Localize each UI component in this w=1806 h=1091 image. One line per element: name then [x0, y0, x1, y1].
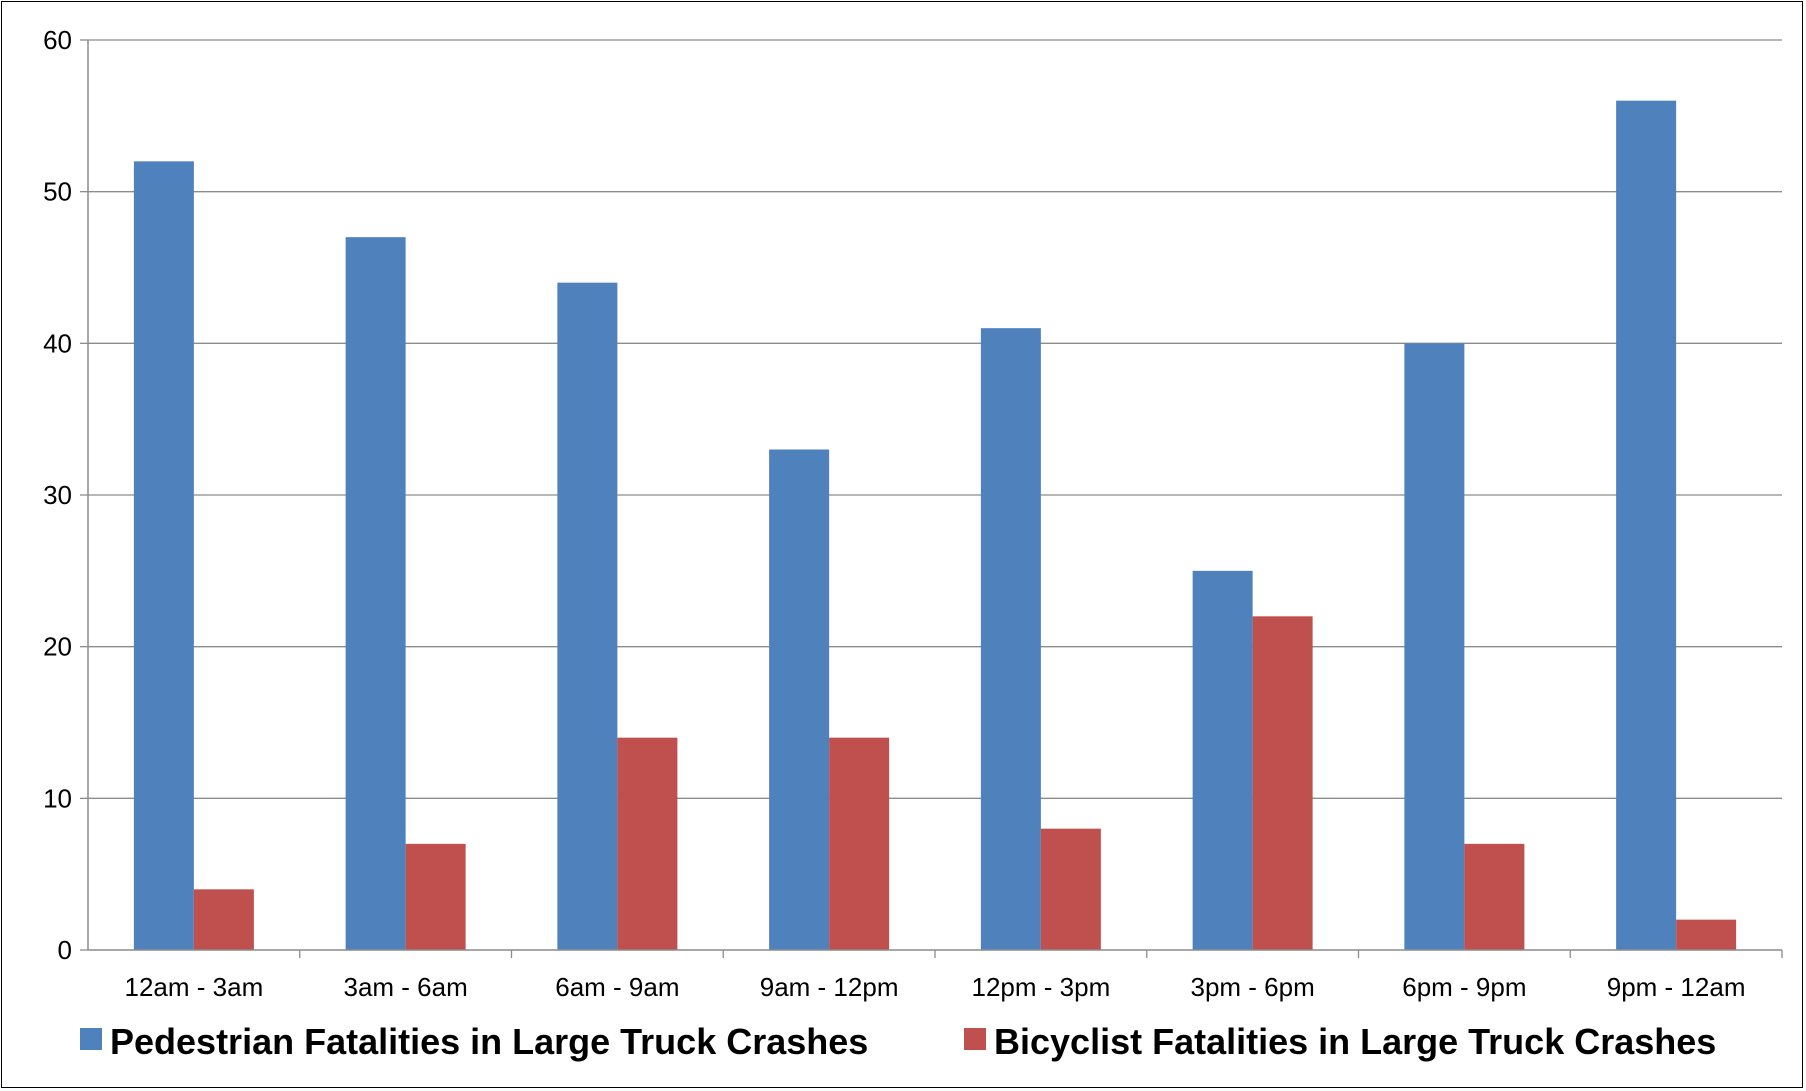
- legend-label-2: Bicyclist Fatalities in Large Truck Cras…: [994, 1021, 1716, 1062]
- y-tick-label: 50: [43, 177, 72, 207]
- pedestrian-bar-5: [980, 328, 1041, 951]
- x-tick-label: 6am - 9am: [555, 972, 679, 1002]
- y-tick-label: 20: [43, 632, 72, 662]
- pedestrian-bar-4: [769, 449, 830, 950]
- legend-label-1: Pedestrian Fatalities in Large Truck Cra…: [110, 1021, 868, 1062]
- y-tick-label: 60: [43, 25, 72, 55]
- x-tick-label: 12pm - 3pm: [972, 972, 1111, 1002]
- bicyclist-bar-1: [193, 889, 254, 950]
- legend-swatch-2: [964, 1028, 986, 1050]
- legend-swatch-1: [80, 1028, 102, 1050]
- bicyclist-bar-6: [1252, 616, 1313, 950]
- x-tick-label: 9pm - 12am: [1607, 972, 1746, 1002]
- y-tick-label: 40: [43, 328, 72, 358]
- y-tick-label: 10: [43, 783, 72, 813]
- x-tick-label: 6pm - 9pm: [1402, 972, 1526, 1002]
- x-tick-label: 3pm - 6pm: [1190, 972, 1314, 1002]
- pedestrian-bar-1: [133, 161, 194, 951]
- bicyclist-bar-2: [405, 843, 466, 950]
- x-tick-label: 9am - 12pm: [760, 972, 899, 1002]
- pedestrian-bar-2: [345, 237, 406, 950]
- y-tick-label: 0: [58, 935, 72, 965]
- pedestrian-bar-7: [1404, 343, 1465, 950]
- bicyclist-bar-8: [1676, 919, 1737, 950]
- gridlines: [88, 39, 1782, 799]
- bars: [133, 100, 1737, 951]
- x-tick-label: 3am - 6am: [343, 972, 467, 1002]
- pedestrian-bar-6: [1192, 570, 1253, 950]
- bicyclist-bar-5: [1040, 828, 1101, 950]
- pedestrian-bar-3: [557, 282, 618, 951]
- pedestrian-bar-8: [1616, 100, 1677, 950]
- bicyclist-bar-3: [617, 737, 678, 950]
- x-tick-label: 12am - 3am: [125, 972, 264, 1002]
- bicyclist-bar-7: [1464, 843, 1525, 950]
- bicyclist-bar-4: [829, 737, 890, 950]
- legend: Pedestrian Fatalities in Large Truck Cra…: [80, 1021, 1716, 1062]
- axes: 0 10 20 30 40 50 60 12am - 3am 3am - 6am 6am - 9a…: [43, 25, 1783, 1002]
- y-tick-label: 30: [43, 480, 72, 510]
